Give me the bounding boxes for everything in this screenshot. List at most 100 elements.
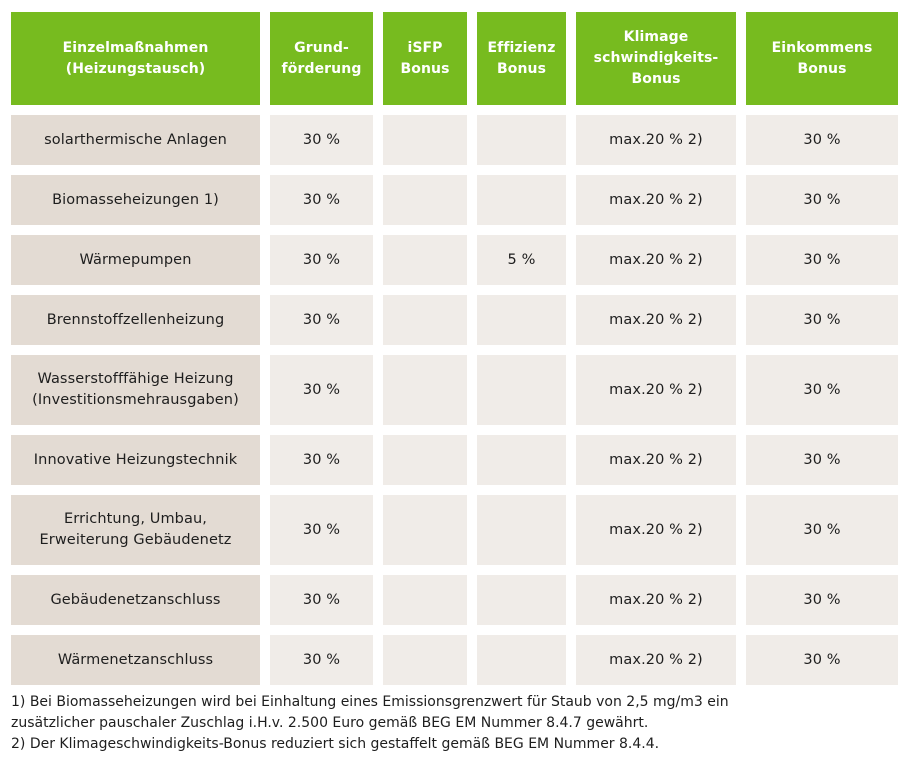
effizienz-cell <box>477 635 566 685</box>
measure-cell: Wärmepumpen <box>11 235 260 285</box>
cell-value: max.20 % 2) <box>609 381 703 398</box>
footnote-line: zusätzlicher pauschaler Zuschlag i.H.v. … <box>11 715 649 731</box>
header-klima-bonus: Klimage schwindigkeits- Bonus <box>576 12 736 105</box>
grundfoerderung-cell: 30 % <box>270 355 373 425</box>
measure-cell: Innovative Heizungstechnik <box>11 435 260 485</box>
header-label: Grund- förderung <box>281 39 362 77</box>
einkommen-cell: 30 % <box>746 575 898 625</box>
einkommen-cell: 30 % <box>746 355 898 425</box>
einkommen-cell: 30 % <box>746 235 898 285</box>
measure-cell: Wärmenetzanschluss <box>11 635 260 685</box>
isfp-cell <box>383 575 467 625</box>
isfp-cell <box>383 495 467 565</box>
cell-value: max.20 % 2) <box>609 651 703 668</box>
grundfoerderung-cell: 30 % <box>270 435 373 485</box>
effizienz-cell <box>477 575 566 625</box>
measure-cell: Errichtung, Umbau, Erweiterung Gebäudene… <box>11 495 260 565</box>
cell-value: Wärmepumpen <box>79 251 192 268</box>
klima-cell: max.20 % 2) <box>576 575 736 625</box>
header-effizienz-bonus: Effizienz Bonus <box>477 12 566 105</box>
cell-value: 30 % <box>302 591 341 608</box>
cell-value: max.20 % 2) <box>609 131 703 148</box>
cell-value: 30 % <box>803 651 841 668</box>
grundfoerderung-cell: 30 % <box>270 495 373 565</box>
cell-value: 30 % <box>803 381 841 398</box>
einkommen-cell: 30 % <box>746 635 898 685</box>
cell-value: 30 % <box>302 521 341 538</box>
effizienz-cell <box>477 115 566 165</box>
cell-value: 30 % <box>302 651 341 668</box>
header-measure: Einzelmaßnahmen (Heizungstausch) <box>11 12 260 105</box>
klima-cell: max.20 % 2) <box>576 115 736 165</box>
measure-cell: Brennstoffzellenheizung <box>11 295 260 345</box>
isfp-cell <box>383 435 467 485</box>
effizienz-cell <box>477 295 566 345</box>
cell-value: 30 % <box>302 131 341 148</box>
grundfoerderung-cell: 30 % <box>270 575 373 625</box>
effizienz-cell <box>477 435 566 485</box>
cell-value: Innovative Heizungstechnik <box>33 451 238 468</box>
cell-value: Errichtung, Umbau, Erweiterung Gebäudene… <box>39 511 232 548</box>
grundfoerderung-cell: 30 % <box>270 295 373 345</box>
effizienz-cell <box>477 175 566 225</box>
cell-value: 30 % <box>803 451 841 468</box>
measure-cell: Gebäudenetzanschluss <box>11 575 260 625</box>
grundfoerderung-cell: 30 % <box>270 175 373 225</box>
isfp-cell <box>383 355 467 425</box>
cell-value: max.20 % 2) <box>609 591 703 608</box>
header-label: Effizienz Bonus <box>487 39 556 77</box>
isfp-cell <box>383 115 467 165</box>
measure-cell: Wasserstofffähige Heizung (Investitionsm… <box>11 355 260 425</box>
cell-value: 5 % <box>507 251 536 268</box>
isfp-cell <box>383 635 467 685</box>
cell-value: solarthermische Anlagen <box>44 131 227 148</box>
header-label: Einkommens Bonus <box>771 39 873 77</box>
cell-value: 30 % <box>302 451 341 468</box>
einkommen-cell: 30 % <box>746 435 898 485</box>
isfp-cell <box>383 175 467 225</box>
cell-value: Gebäudenetzanschluss <box>50 591 221 608</box>
footnotes: 1) Bei Biomasseheizungen wird bei Einhal… <box>11 692 896 755</box>
header-label: Einzelmaßnahmen (Heizungstausch) <box>62 39 209 77</box>
cell-value: 30 % <box>803 131 841 148</box>
header-isfp-bonus: iSFP Bonus <box>383 12 467 105</box>
einkommen-cell: 30 % <box>746 495 898 565</box>
klima-cell: max.20 % 2) <box>576 295 736 345</box>
cell-value: 30 % <box>803 251 841 268</box>
effizienz-cell <box>477 495 566 565</box>
header-label: Klimage schwindigkeits- Bonus <box>593 29 719 87</box>
cell-value: Wärmenetzanschluss <box>57 651 214 668</box>
einkommen-cell: 30 % <box>746 175 898 225</box>
klima-cell: max.20 % 2) <box>576 235 736 285</box>
cell-value: Biomasseheizungen 1) <box>52 191 219 208</box>
cell-value: max.20 % 2) <box>609 311 703 328</box>
isfp-cell <box>383 295 467 345</box>
einkommen-cell: 30 % <box>746 295 898 345</box>
klima-cell: max.20 % 2) <box>576 435 736 485</box>
funding-table: Einzelmaßnahmen (Heizungstausch) Grund- f… <box>11 12 898 685</box>
measure-cell: Biomasseheizungen 1) <box>11 175 260 225</box>
footnote-line: 2) Der Klimageschwindigkeits-Bonus reduz… <box>11 736 660 752</box>
cell-value: 30 % <box>302 381 341 398</box>
cell-value: Wasserstofffähige Heizung (Investitionsm… <box>32 371 239 408</box>
header-grundfoerderung: Grund- förderung <box>270 12 373 105</box>
cell-value: max.20 % 2) <box>609 451 703 468</box>
cell-value: 30 % <box>803 311 841 328</box>
cell-value: 30 % <box>302 191 341 208</box>
cell-value: Brennstoffzellenheizung <box>46 311 225 328</box>
isfp-cell <box>383 235 467 285</box>
klima-cell: max.20 % 2) <box>576 635 736 685</box>
cell-value: 30 % <box>803 521 841 538</box>
cell-value: 30 % <box>302 251 341 268</box>
cell-value: max.20 % 2) <box>609 521 703 538</box>
klima-cell: max.20 % 2) <box>576 355 736 425</box>
cell-value: max.20 % 2) <box>609 251 703 268</box>
grundfoerderung-cell: 30 % <box>270 115 373 165</box>
cell-value: 30 % <box>803 191 841 208</box>
cell-value: 30 % <box>302 311 341 328</box>
effizienz-cell: 5 % <box>477 235 566 285</box>
measure-cell: solarthermische Anlagen <box>11 115 260 165</box>
grundfoerderung-cell: 30 % <box>270 235 373 285</box>
footnote-line: 1) Bei Biomasseheizungen wird bei Einhal… <box>11 694 729 710</box>
klima-cell: max.20 % 2) <box>576 175 736 225</box>
